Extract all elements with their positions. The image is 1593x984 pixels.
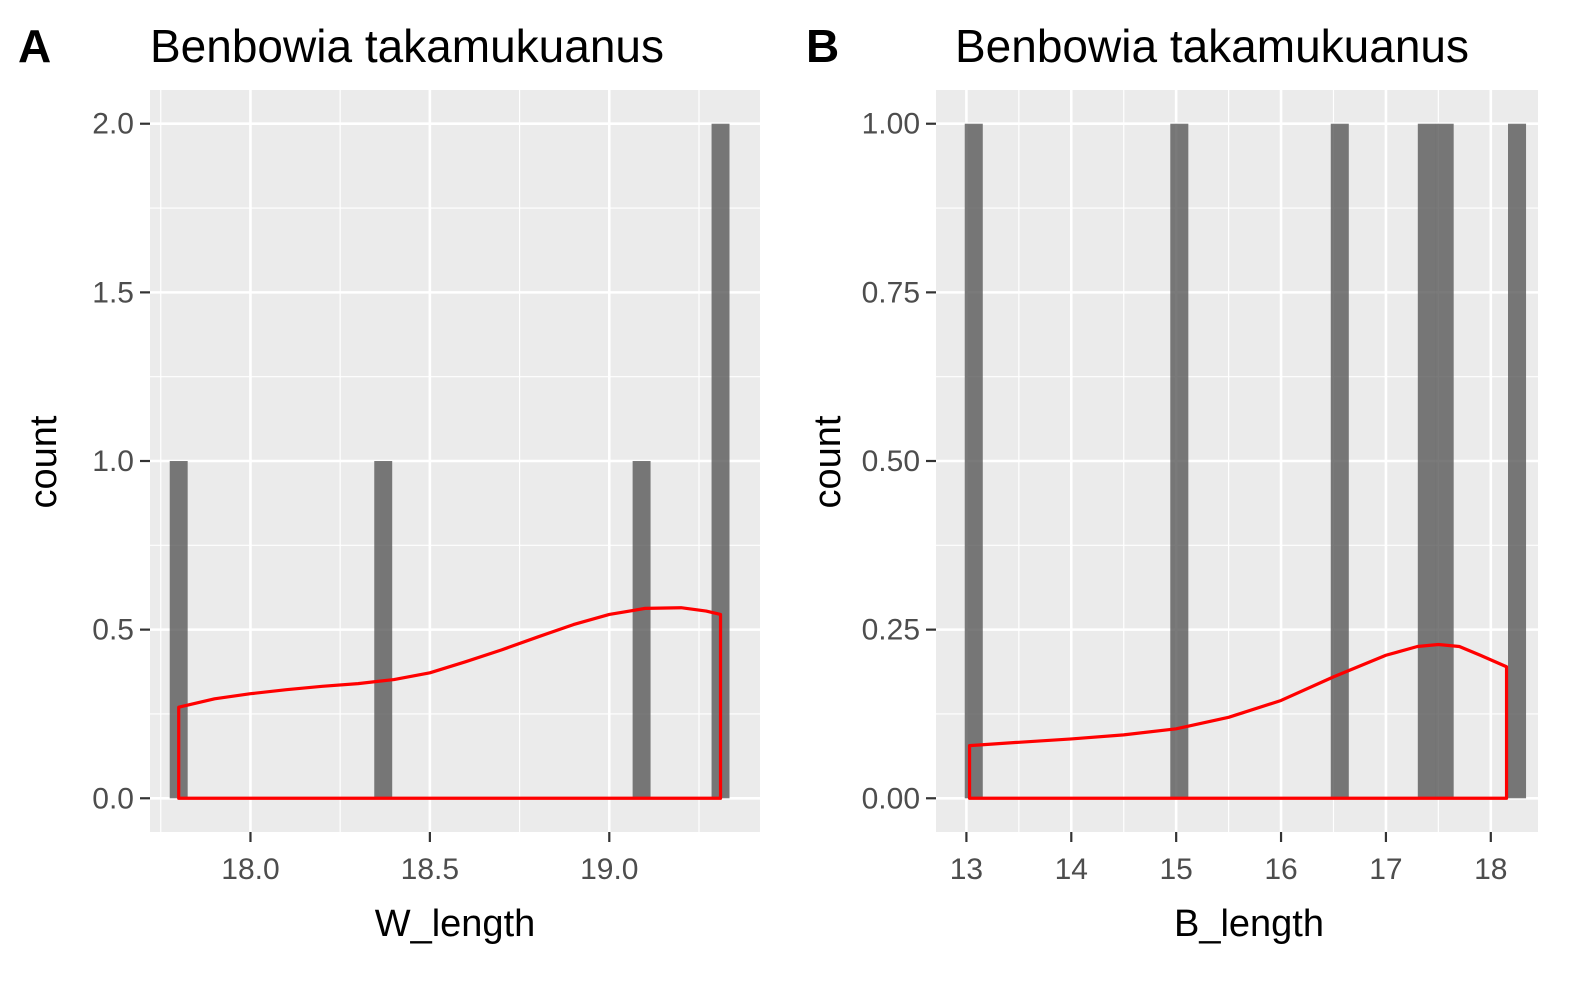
x-tick-label: 13 [950, 853, 983, 886]
density-curve-a [177, 606, 723, 800]
y-tick-label: 0.0 [92, 782, 134, 815]
histogram-bar [1435, 123, 1454, 799]
panel-tag-a: A [18, 20, 51, 72]
y-tick-label: 0.75 [862, 276, 920, 309]
panel-a: A Benbowia takamukuanus 0.00.51.01.52.0 … [18, 20, 760, 945]
y-tick-label: 2.0 [92, 108, 134, 141]
histogram-bar [1170, 123, 1189, 799]
y-tick-label: 0.50 [862, 445, 920, 478]
x-tick-label: 15 [1159, 853, 1192, 886]
chart-title-b: Benbowia takamukuanus [955, 20, 1469, 72]
y-tick-label: 1.0 [92, 445, 134, 478]
chart-title-a: Benbowia takamukuanus [150, 20, 664, 72]
histogram-bar [1330, 123, 1349, 799]
x-tick-label: 19.0 [580, 853, 638, 886]
y-axis-a: 0.0 0.5 1.0 1.5 2.0 [92, 108, 150, 815]
y-tick-label: 0.5 [92, 614, 134, 647]
y-tick-label: 1.00 [862, 108, 920, 141]
histogram-bar [964, 123, 983, 799]
histogram-bar [374, 461, 393, 799]
x-tick-label: 14 [1055, 853, 1088, 886]
x-tick-label: 18.5 [401, 853, 459, 886]
y-tick-label: 0.00 [862, 782, 920, 815]
panel-tag-b: B [806, 20, 839, 72]
histogram-bar [1508, 123, 1527, 799]
bars-a [169, 123, 730, 799]
x-tick-label: 16 [1264, 853, 1297, 886]
y-tick-label: 1.5 [92, 276, 134, 309]
y-axis-label-b: count [807, 415, 849, 508]
bars-b [964, 123, 1527, 799]
y-axis-label-a: count [23, 415, 65, 508]
density-curve-b [967, 642, 1509, 800]
histogram-bar [711, 123, 730, 799]
x-axis-b: 13 14 15 16 17 18 [950, 832, 1507, 886]
x-axis-label-a: W_length [375, 903, 536, 945]
histogram-bar [1417, 123, 1436, 799]
histogram-bar [632, 461, 651, 799]
x-tick-label: 18.0 [221, 853, 279, 886]
panel-b: B Benbowia takamukuanus 0.00 0.25 0.50 0.75… [806, 20, 1538, 945]
histogram-bar [169, 461, 188, 799]
x-tick-label: 18 [1474, 853, 1507, 886]
y-tick-label: 0.25 [862, 614, 920, 647]
x-tick-label: 17 [1369, 853, 1402, 886]
y-axis-b: 0.00 0.25 0.50 0.75 1.00 [862, 108, 936, 815]
x-axis-a: 18.0 18.5 19.0 [221, 832, 638, 886]
x-axis-label-b: B_length [1174, 903, 1324, 945]
